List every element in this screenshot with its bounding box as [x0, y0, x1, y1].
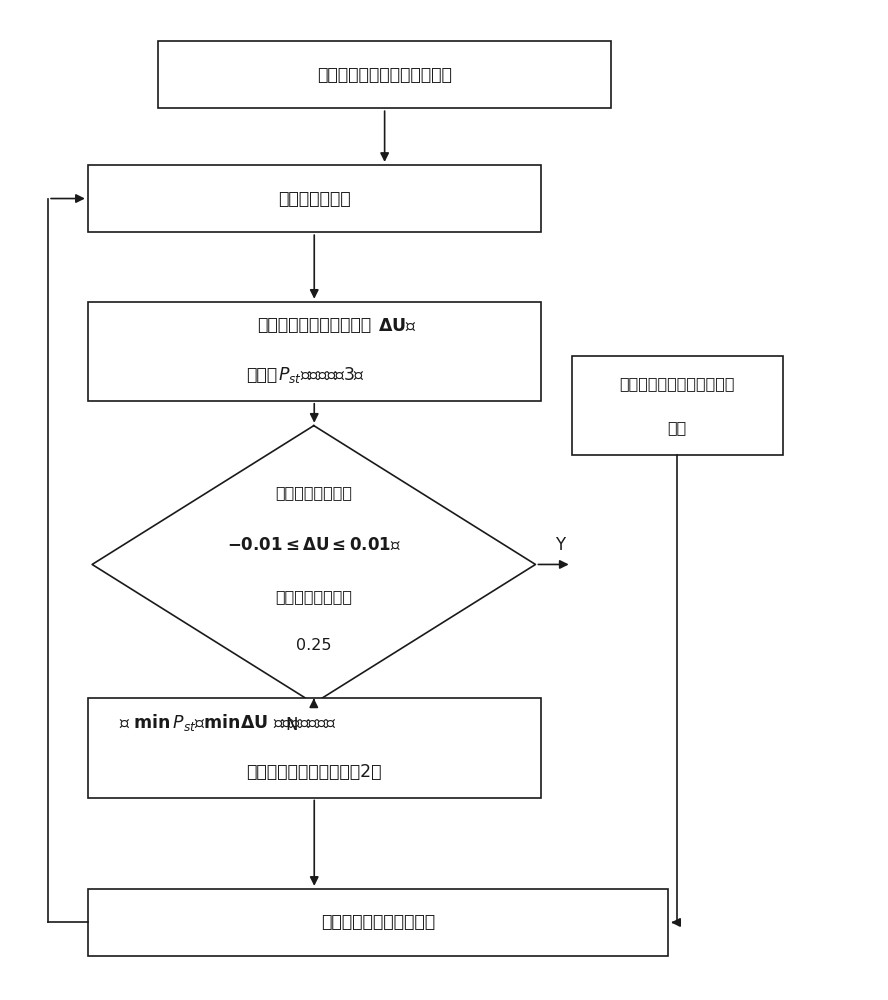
- Text: 0.25: 0.25: [296, 638, 331, 653]
- Text: $\mathbf{-0.01\leq\Delta U\leq0.01}$，: $\mathbf{-0.01\leq\Delta U\leq0.01}$，: [226, 536, 400, 554]
- Bar: [88, 302, 541, 401]
- Bar: [158, 41, 611, 108]
- Text: 闪变值: 闪变值: [246, 366, 277, 384]
- Text: 获取控制点的实时电压等变量: 获取控制点的实时电压等变量: [317, 66, 452, 84]
- Text: 电压偏差是否满足: 电压偏差是否满足: [275, 486, 353, 501]
- Text: 等待下一个秒级周期到来: 等待下一个秒级周期到来: [321, 913, 435, 931]
- Text: 根据参考值计算电压偏差: 根据参考值计算电压偏差: [258, 316, 371, 334]
- Text: N: N: [286, 716, 298, 734]
- Text: $\mathbf{\Delta U}$和: $\mathbf{\Delta U}$和: [378, 316, 417, 334]
- Bar: [88, 165, 541, 232]
- Text: $\mathbf{\it{P}_{st}}$，公式如（3）: $\mathbf{\it{P}_{st}}$，公式如（3）: [278, 365, 365, 385]
- Text: Y: Y: [555, 536, 565, 554]
- Text: 长时闪变是否小于: 长时闪变是否小于: [275, 589, 353, 604]
- Text: 保持上一时刻目标函数最小: 保持上一时刻目标函数最小: [619, 376, 735, 391]
- Bar: [88, 698, 541, 798]
- Text: 按 $\mathbf{min}\,\mathbf{\it{P}_{st}}$、$\mathbf{min}\mathbf{\Delta U}$ 为综合优化目标: 按 $\mathbf{min}\,\mathbf{\it{P}_{st}}$、$…: [118, 712, 336, 733]
- Bar: [88, 889, 669, 956]
- Bar: [572, 356, 782, 455]
- Text: 进行秒级的控制: 进行秒级的控制: [278, 190, 351, 208]
- Text: 进行电压控制；公式如（2）: 进行电压控制；公式如（2）: [247, 763, 382, 781]
- Text: 数据: 数据: [668, 420, 686, 435]
